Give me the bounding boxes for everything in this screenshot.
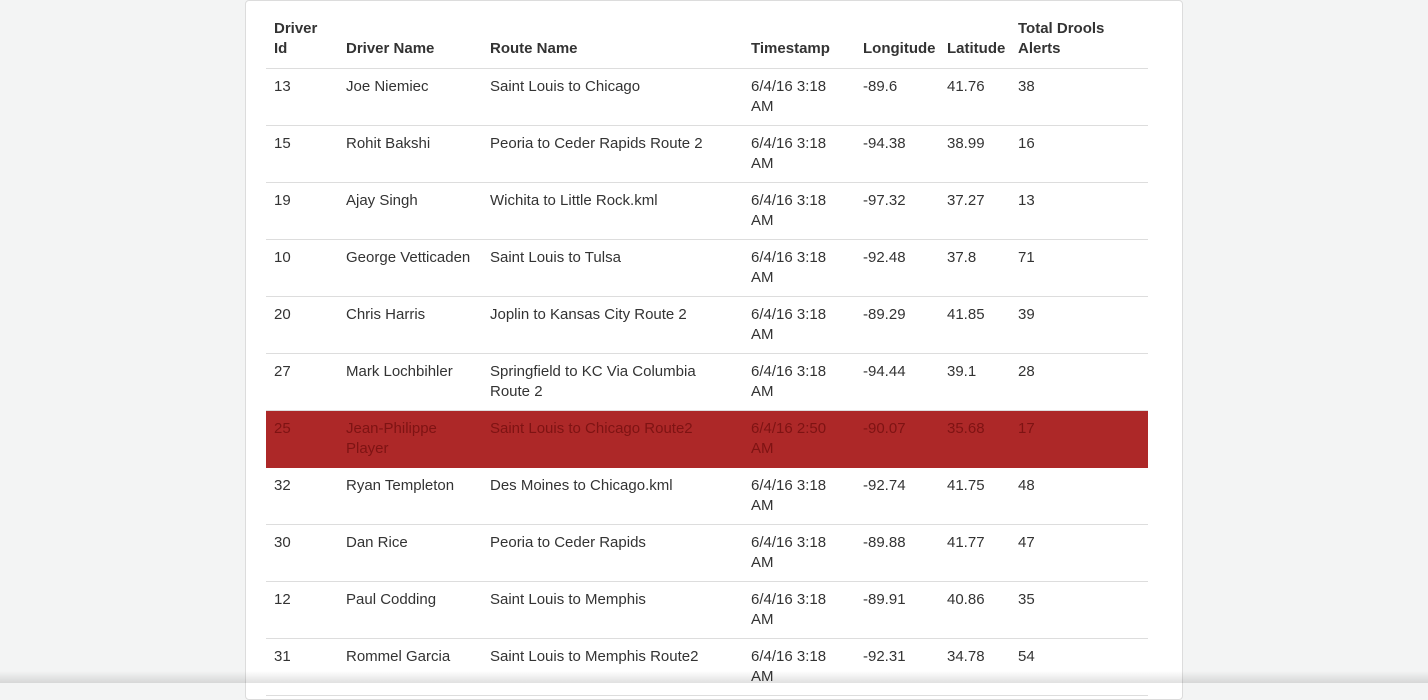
cell-longitude: -92.31 <box>855 639 939 696</box>
cell-driver-id: 25 <box>266 411 338 468</box>
driver-alerts-table: Driver Id Driver Name Route Name Timesta… <box>266 19 1148 696</box>
table-row[interactable]: 20 Chris Harris Joplin to Kansas City Ro… <box>266 297 1148 354</box>
cell-driver-id: 32 <box>266 468 338 525</box>
cell-total-alerts: 16 <box>1010 126 1148 183</box>
cell-total-alerts: 47 <box>1010 525 1148 582</box>
cell-latitude: 41.76 <box>939 69 1010 126</box>
cell-timestamp: 6/4/16 3:18 AM <box>743 639 855 696</box>
cell-route-name: Saint Louis to Chicago Route2 <box>482 411 743 468</box>
header-total-drools-alerts[interactable]: Total Drools Alerts <box>1010 19 1148 69</box>
cell-route-name: Des Moines to Chicago.kml <box>482 468 743 525</box>
cell-driver-name: Jean-Philippe Player <box>338 411 482 468</box>
cell-driver-name: Rommel Garcia <box>338 639 482 696</box>
cell-total-alerts: 35 <box>1010 582 1148 639</box>
cell-driver-id: 19 <box>266 183 338 240</box>
cell-driver-id: 20 <box>266 297 338 354</box>
table-row[interactable]: 32 Ryan Templeton Des Moines to Chicago.… <box>266 468 1148 525</box>
cell-longitude: -94.44 <box>855 354 939 411</box>
cell-driver-name: Mark Lochbihler <box>338 354 482 411</box>
table-row[interactable]: 19 Ajay Singh Wichita to Little Rock.kml… <box>266 183 1148 240</box>
table-row[interactable]: 15 Rohit Bakshi Peoria to Ceder Rapids R… <box>266 126 1148 183</box>
cell-total-alerts: 13 <box>1010 183 1148 240</box>
cell-timestamp: 6/4/16 2:50 AM <box>743 411 855 468</box>
cell-total-alerts: 17 <box>1010 411 1148 468</box>
header-longitude[interactable]: Longitude <box>855 19 939 69</box>
cell-longitude: -94.38 <box>855 126 939 183</box>
cell-latitude: 39.1 <box>939 354 1010 411</box>
cell-latitude: 41.85 <box>939 297 1010 354</box>
cell-latitude: 37.27 <box>939 183 1010 240</box>
cell-longitude: -89.91 <box>855 582 939 639</box>
cell-driver-name: Dan Rice <box>338 525 482 582</box>
cell-driver-name: Rohit Bakshi <box>338 126 482 183</box>
header-route-name[interactable]: Route Name <box>482 19 743 69</box>
cell-timestamp: 6/4/16 3:18 AM <box>743 468 855 525</box>
table-row[interactable]: 13 Joe Niemiec Saint Louis to Chicago 6/… <box>266 69 1148 126</box>
cell-longitude: -89.6 <box>855 69 939 126</box>
cell-timestamp: 6/4/16 3:18 AM <box>743 582 855 639</box>
cell-total-alerts: 28 <box>1010 354 1148 411</box>
cell-driver-id: 27 <box>266 354 338 411</box>
driver-table-panel: Driver Id Driver Name Route Name Timesta… <box>245 0 1183 700</box>
cell-latitude: 41.77 <box>939 525 1010 582</box>
cell-longitude: -89.29 <box>855 297 939 354</box>
cell-total-alerts: 54 <box>1010 639 1148 696</box>
table-row-alert[interactable]: 25 Jean-Philippe Player Saint Louis to C… <box>266 411 1148 468</box>
table-row[interactable]: 10 George Vetticaden Saint Louis to Tuls… <box>266 240 1148 297</box>
cell-route-name: Peoria to Ceder Rapids <box>482 525 743 582</box>
cell-driver-id: 10 <box>266 240 338 297</box>
cell-route-name: Wichita to Little Rock.kml <box>482 183 743 240</box>
cell-latitude: 40.86 <box>939 582 1010 639</box>
cell-longitude: -90.07 <box>855 411 939 468</box>
table-row[interactable]: 31 Rommel Garcia Saint Louis to Memphis … <box>266 639 1148 696</box>
cell-driver-name: Ryan Templeton <box>338 468 482 525</box>
cell-latitude: 38.99 <box>939 126 1010 183</box>
header-timestamp[interactable]: Timestamp <box>743 19 855 69</box>
cell-route-name: Saint Louis to Memphis <box>482 582 743 639</box>
cell-route-name: Peoria to Ceder Rapids Route 2 <box>482 126 743 183</box>
cell-route-name: Springfield to KC Via Columbia Route 2 <box>482 354 743 411</box>
header-driver-id[interactable]: Driver Id <box>266 19 338 69</box>
cell-timestamp: 6/4/16 3:18 AM <box>743 126 855 183</box>
cell-latitude: 41.75 <box>939 468 1010 525</box>
cell-timestamp: 6/4/16 3:18 AM <box>743 354 855 411</box>
cell-driver-id: 30 <box>266 525 338 582</box>
cell-total-alerts: 71 <box>1010 240 1148 297</box>
cell-longitude: -92.48 <box>855 240 939 297</box>
table-row[interactable]: 30 Dan Rice Peoria to Ceder Rapids 6/4/1… <box>266 525 1148 582</box>
cell-route-name: Joplin to Kansas City Route 2 <box>482 297 743 354</box>
cell-total-alerts: 38 <box>1010 69 1148 126</box>
table-header-row: Driver Id Driver Name Route Name Timesta… <box>266 19 1148 69</box>
cell-longitude: -89.88 <box>855 525 939 582</box>
cell-driver-name: George Vetticaden <box>338 240 482 297</box>
cell-timestamp: 6/4/16 3:18 AM <box>743 240 855 297</box>
cell-timestamp: 6/4/16 3:18 AM <box>743 297 855 354</box>
cell-timestamp: 6/4/16 3:18 AM <box>743 525 855 582</box>
cell-driver-id: 31 <box>266 639 338 696</box>
cell-driver-name: Joe Niemiec <box>338 69 482 126</box>
cell-route-name: Saint Louis to Tulsa <box>482 240 743 297</box>
cell-driver-name: Chris Harris <box>338 297 482 354</box>
cell-route-name: Saint Louis to Memphis Route2 <box>482 639 743 696</box>
table-row[interactable]: 12 Paul Codding Saint Louis to Memphis 6… <box>266 582 1148 639</box>
cell-latitude: 37.8 <box>939 240 1010 297</box>
cell-latitude: 34.78 <box>939 639 1010 696</box>
cell-longitude: -92.74 <box>855 468 939 525</box>
cell-total-alerts: 48 <box>1010 468 1148 525</box>
cell-longitude: -97.32 <box>855 183 939 240</box>
cell-driver-id: 15 <box>266 126 338 183</box>
cell-latitude: 35.68 <box>939 411 1010 468</box>
cell-driver-id: 12 <box>266 582 338 639</box>
cell-timestamp: 6/4/16 3:18 AM <box>743 183 855 240</box>
header-latitude[interactable]: Latitude <box>939 19 1010 69</box>
cell-total-alerts: 39 <box>1010 297 1148 354</box>
table-row[interactable]: 27 Mark Lochbihler Springfield to KC Via… <box>266 354 1148 411</box>
header-driver-name[interactable]: Driver Name <box>338 19 482 69</box>
cell-route-name: Saint Louis to Chicago <box>482 69 743 126</box>
cell-timestamp: 6/4/16 3:18 AM <box>743 69 855 126</box>
cell-driver-name: Ajay Singh <box>338 183 482 240</box>
cell-driver-name: Paul Codding <box>338 582 482 639</box>
cell-driver-id: 13 <box>266 69 338 126</box>
